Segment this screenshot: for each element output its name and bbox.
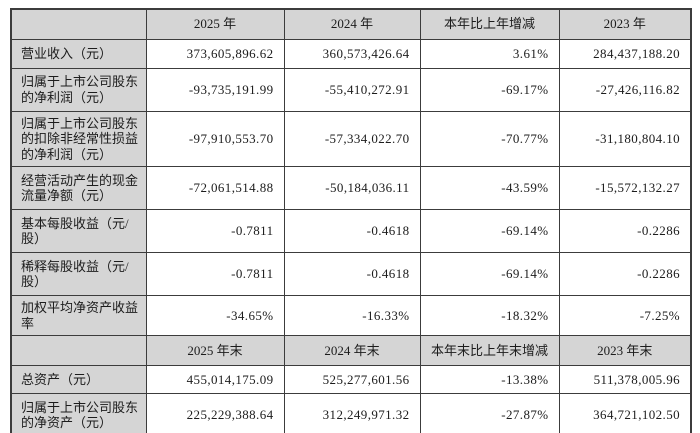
row-label: 营业收入（元） (10, 38, 147, 69)
column-header-2023: 2023 年 (558, 8, 692, 40)
value-2024: -16.33% (283, 295, 421, 337)
value-yoy-change: -43.59% (419, 166, 560, 211)
column-header-2023-end: 2023 年末 (558, 335, 692, 367)
value-2025: -97,910,553.70 (145, 110, 285, 168)
value-2023: -15,572,132.27 (558, 166, 692, 211)
value-yoy-change: -18.32% (419, 295, 560, 337)
row-label: 归属于上市公司股东的净资产（元） (10, 393, 147, 433)
row-label: 归属于上市公司股东的净利润（元） (10, 67, 147, 112)
row-weighted-average-roe: 加权平均净资产收益率 -34.65% -16.33% -18.32% -7.25… (10, 295, 692, 337)
value-2024: -55,410,272.91 (283, 67, 421, 112)
value-2025: -93,735,191.99 (145, 67, 285, 112)
corner-cell (10, 8, 147, 40)
value-yoy-change: -70.77% (419, 110, 560, 168)
value-2025: 373,605,896.62 (145, 38, 285, 69)
row-label: 加权平均净资产收益率 (10, 295, 147, 337)
value-2024: 360,573,426.64 (283, 38, 421, 69)
row-diluted-eps: 稀释每股收益（元/股） -0.7811 -0.4618 -69.14% -0.2… (10, 252, 692, 297)
value-yoy-change: -69.17% (419, 67, 560, 112)
row-label: 归属于上市公司股东的扣除非经常性损益的净利润（元） (10, 110, 147, 168)
value-2024: -57,334,022.70 (283, 110, 421, 168)
period-end-header-row: 2025 年末 2024 年末 本年末比上年末增减 2023 年末 (10, 335, 692, 367)
value-2023: 511,378,005.96 (558, 365, 692, 395)
row-label: 稀释每股收益（元/股） (10, 252, 147, 297)
value-2024: 525,277,601.56 (283, 365, 421, 395)
value-2025: 225,229,388.64 (145, 393, 285, 433)
row-operating-cash-flow: 经营活动产生的现金流量净额（元） -72,061,514.88 -50,184,… (10, 166, 692, 211)
row-net-profit-excl-nonrecurring: 归属于上市公司股东的扣除非经常性损益的净利润（元） -97,910,553.70… (10, 110, 692, 168)
value-2023: -27,426,116.82 (558, 67, 692, 112)
value-2025: 455,014,175.09 (145, 365, 285, 395)
value-2025: -0.7811 (145, 209, 285, 254)
value-yoy-change: -27.87% (419, 393, 560, 433)
value-2024: -50,184,036.11 (283, 166, 421, 211)
corner-cell (10, 335, 147, 367)
value-yoy-change: -13.38% (419, 365, 560, 395)
column-header-yoy-end-change: 本年末比上年末增减 (419, 335, 560, 367)
value-yoy-change: 3.61% (419, 38, 560, 69)
column-header-2024-end: 2024 年末 (283, 335, 421, 367)
row-basic-eps: 基本每股收益（元/股） -0.7811 -0.4618 -69.14% -0.2… (10, 209, 692, 254)
value-2024: -0.4618 (283, 252, 421, 297)
value-2023: -31,180,804.10 (558, 110, 692, 168)
key-financial-data-table: 2025 年 2024 年 本年比上年增减 2023 年 营业收入（元） 373… (10, 8, 692, 433)
column-header-2025: 2025 年 (145, 8, 285, 40)
value-yoy-change: -69.14% (419, 252, 560, 297)
row-net-assets-attributable: 归属于上市公司股东的净资产（元） 225,229,388.64 312,249,… (10, 393, 692, 433)
value-yoy-change: -69.14% (419, 209, 560, 254)
value-2023: -0.2286 (558, 209, 692, 254)
value-2023: -0.2286 (558, 252, 692, 297)
value-2024: -0.4618 (283, 209, 421, 254)
row-operating-revenue: 营业收入（元） 373,605,896.62 360,573,426.64 3.… (10, 38, 692, 69)
annual-header-row: 2025 年 2024 年 本年比上年增减 2023 年 (10, 8, 692, 40)
value-2023: 284,437,188.20 (558, 38, 692, 69)
row-label: 经营活动产生的现金流量净额（元） (10, 166, 147, 211)
value-2023: 364,721,102.50 (558, 393, 692, 433)
value-2024: 312,249,971.32 (283, 393, 421, 433)
row-label: 总资产（元） (10, 365, 147, 395)
value-2025: -34.65% (145, 295, 285, 337)
row-label: 基本每股收益（元/股） (10, 209, 147, 254)
row-total-assets: 总资产（元） 455,014,175.09 525,277,601.56 -13… (10, 365, 692, 395)
column-header-2024: 2024 年 (283, 8, 421, 40)
value-2025: -0.7811 (145, 252, 285, 297)
value-2025: -72,061,514.88 (145, 166, 285, 211)
row-net-profit-attributable: 归属于上市公司股东的净利润（元） -93,735,191.99 -55,410,… (10, 67, 692, 112)
column-header-2025-end: 2025 年末 (145, 335, 285, 367)
column-header-yoy-change: 本年比上年增减 (419, 8, 560, 40)
value-2023: -7.25% (558, 295, 692, 337)
